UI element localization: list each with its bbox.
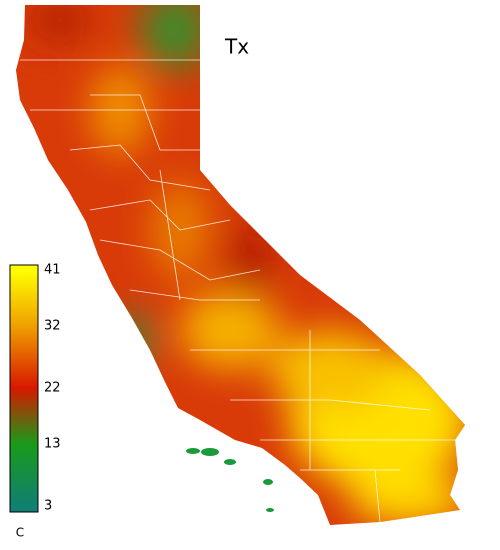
colorbar-tick-label: 41 [44,263,61,278]
colorbar-tick-label: 3 [44,499,52,514]
colorbar-unit: C [16,526,24,540]
colorbar [9,264,39,513]
colorbar-tick-label: 22 [44,381,61,396]
map-title: Tx [224,35,249,59]
colorbar-tick-label: 32 [44,318,61,333]
islands [186,448,274,512]
colorbar-ticks: 41 32 22 13 3 [44,263,61,514]
colorbar-tick-label: 13 [44,436,61,451]
